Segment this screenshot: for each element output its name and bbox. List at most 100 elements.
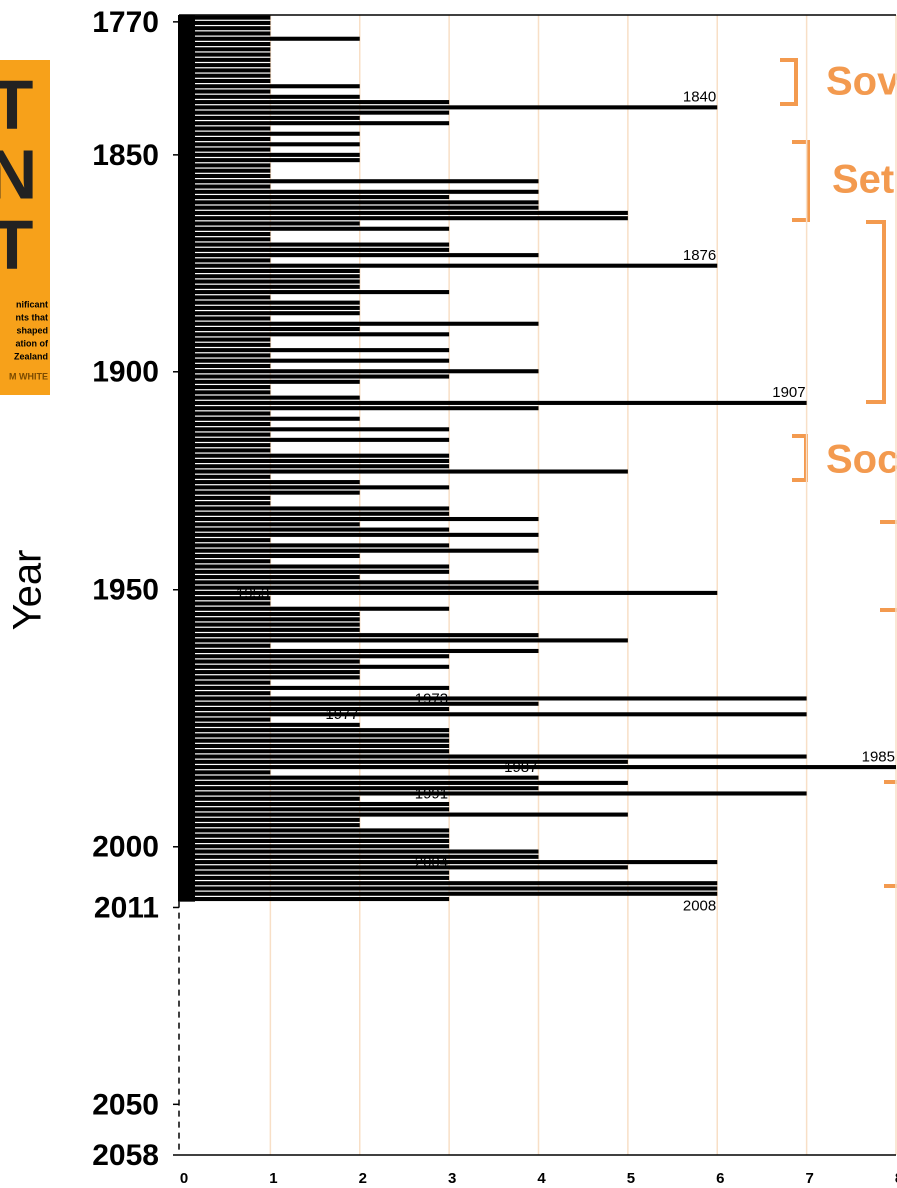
annotation: Set (832, 158, 894, 202)
bar-label: 1987 (504, 759, 537, 776)
bar-label: 1973 (415, 690, 448, 707)
bar (181, 148, 270, 152)
x-tick-label: 2 (359, 1170, 367, 1187)
bar (181, 797, 360, 801)
bar (181, 670, 360, 674)
bar (181, 586, 539, 590)
bar (181, 733, 449, 737)
bar (181, 374, 449, 378)
cover-text: M WHITE (9, 371, 48, 381)
bar (181, 480, 360, 484)
bar (181, 279, 360, 283)
y-tick-label: 1850 (92, 139, 159, 172)
bar (181, 892, 717, 896)
cover-letter: N (0, 135, 37, 213)
bar (181, 264, 717, 268)
bar (181, 58, 270, 62)
bar (181, 517, 539, 521)
bar (181, 485, 449, 489)
bar-label: 1876 (683, 247, 716, 264)
bar (181, 849, 539, 853)
bar (181, 74, 270, 78)
bar (181, 860, 717, 864)
bar (181, 765, 896, 769)
bar (181, 311, 360, 315)
bar (181, 528, 449, 532)
x-tick-label: 7 (805, 1170, 813, 1187)
y-tick-label: 1950 (92, 574, 159, 607)
bar (181, 739, 449, 743)
x-tick-label: 0 (180, 1170, 188, 1187)
bar (181, 612, 360, 616)
bar (181, 855, 539, 859)
bar (181, 823, 360, 827)
bar (181, 26, 270, 30)
bar (181, 607, 449, 611)
bar (181, 491, 360, 495)
bar (181, 691, 270, 695)
bar (181, 665, 449, 669)
bar (181, 84, 360, 88)
y-tick-label: 2058 (92, 1139, 159, 1172)
bar (181, 121, 449, 125)
cover-text: nificant (16, 299, 48, 309)
bar (181, 791, 807, 795)
bar (181, 512, 449, 516)
bar (181, 227, 449, 231)
bar (181, 871, 449, 875)
bar (181, 543, 449, 547)
x-tick-label: 4 (537, 1170, 546, 1187)
bar-label: 2008 (683, 897, 716, 914)
bar (181, 195, 449, 199)
bar (181, 79, 270, 83)
bar (181, 42, 270, 46)
bar-label: 1977 (325, 706, 358, 723)
cover-text: ation of (16, 338, 49, 348)
bar (181, 137, 270, 141)
bar (181, 564, 449, 568)
bar (181, 380, 360, 384)
bar (181, 813, 628, 817)
bar (181, 559, 270, 563)
bar (181, 158, 360, 162)
bar (181, 306, 360, 310)
bar (181, 174, 270, 178)
bar (181, 818, 360, 822)
bar (181, 654, 449, 658)
bar (181, 459, 449, 463)
bracket (792, 436, 806, 480)
y-tick-label: 2011 (94, 891, 159, 924)
bar (181, 696, 807, 700)
bar (181, 744, 449, 748)
bar (181, 707, 449, 711)
cover-letter: T (0, 65, 33, 143)
bar (181, 21, 270, 25)
bar (181, 269, 360, 273)
bar (181, 469, 628, 473)
bar (181, 575, 360, 579)
bar (181, 348, 449, 352)
bar (181, 248, 449, 252)
bar-label: 1985 (862, 748, 895, 765)
bar (181, 200, 539, 204)
bar (181, 712, 807, 716)
bar (181, 206, 539, 210)
bar (181, 253, 539, 257)
bar (181, 169, 270, 173)
bar (181, 644, 270, 648)
bar (181, 221, 360, 225)
bar (181, 506, 449, 510)
bar (181, 886, 717, 890)
bar (181, 369, 539, 373)
cover-text: shaped (16, 325, 48, 335)
bar (181, 496, 270, 500)
bar (181, 834, 449, 838)
bar (181, 237, 270, 241)
bar (181, 681, 270, 685)
bar (181, 628, 360, 632)
bar (181, 316, 270, 320)
y-tick-label: 1770 (92, 6, 159, 39)
bar (181, 100, 449, 104)
x-tick-label: 1 (269, 1170, 277, 1187)
bar (181, 322, 539, 326)
